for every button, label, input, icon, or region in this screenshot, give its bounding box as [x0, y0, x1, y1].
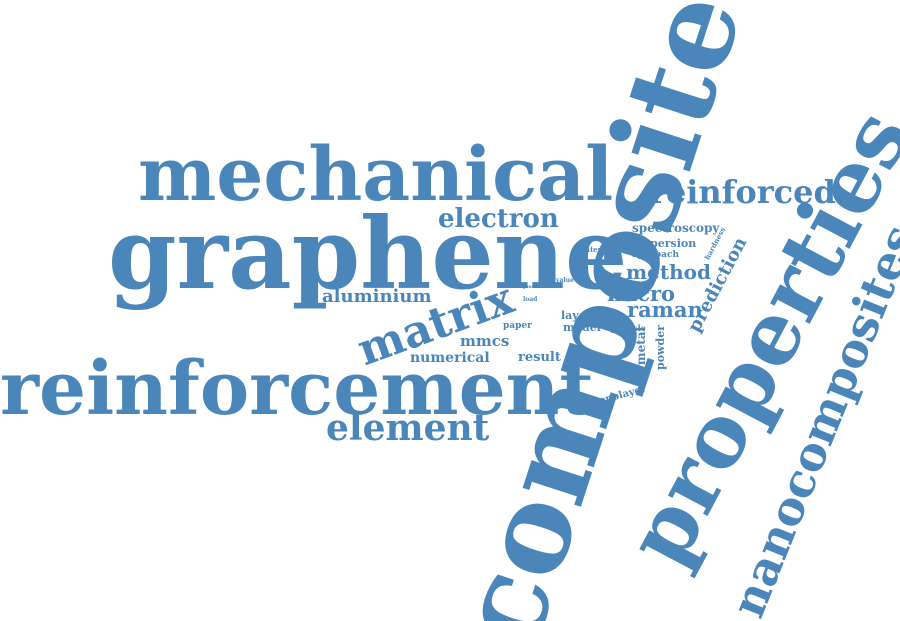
- word-particle: particle: [611, 323, 646, 333]
- word-paper: paper: [503, 321, 532, 331]
- word-method: method: [626, 260, 711, 284]
- word-value: value: [556, 277, 574, 284]
- word-micro: micro: [607, 281, 676, 306]
- word-pmc: pmc: [523, 284, 535, 290]
- word-reinforced: reinforced: [649, 173, 836, 211]
- word-raman: raman: [627, 297, 703, 322]
- word-aluminium: aluminium: [322, 286, 432, 307]
- word-model: model: [563, 321, 601, 334]
- word-graphene: graphene: [108, 197, 628, 312]
- word-material: material: [578, 245, 612, 254]
- word-powder: powder: [653, 325, 667, 370]
- word-electron: electron: [438, 204, 559, 234]
- word-dispersion: dispersion: [632, 237, 697, 250]
- word-reinforcement: reinforcement: [0, 346, 594, 432]
- word-spectroscopy: spectroscopy: [632, 221, 720, 235]
- word-load: load: [523, 296, 538, 303]
- word-layer: layer: [561, 309, 592, 322]
- word-element: element: [326, 407, 490, 449]
- word-mechanical: mechanical: [138, 132, 614, 218]
- word-result: result: [518, 350, 561, 365]
- word-numerical: numerical: [410, 350, 490, 366]
- word-approach: approach: [632, 250, 680, 260]
- word-mmcs: mmcs: [460, 332, 510, 350]
